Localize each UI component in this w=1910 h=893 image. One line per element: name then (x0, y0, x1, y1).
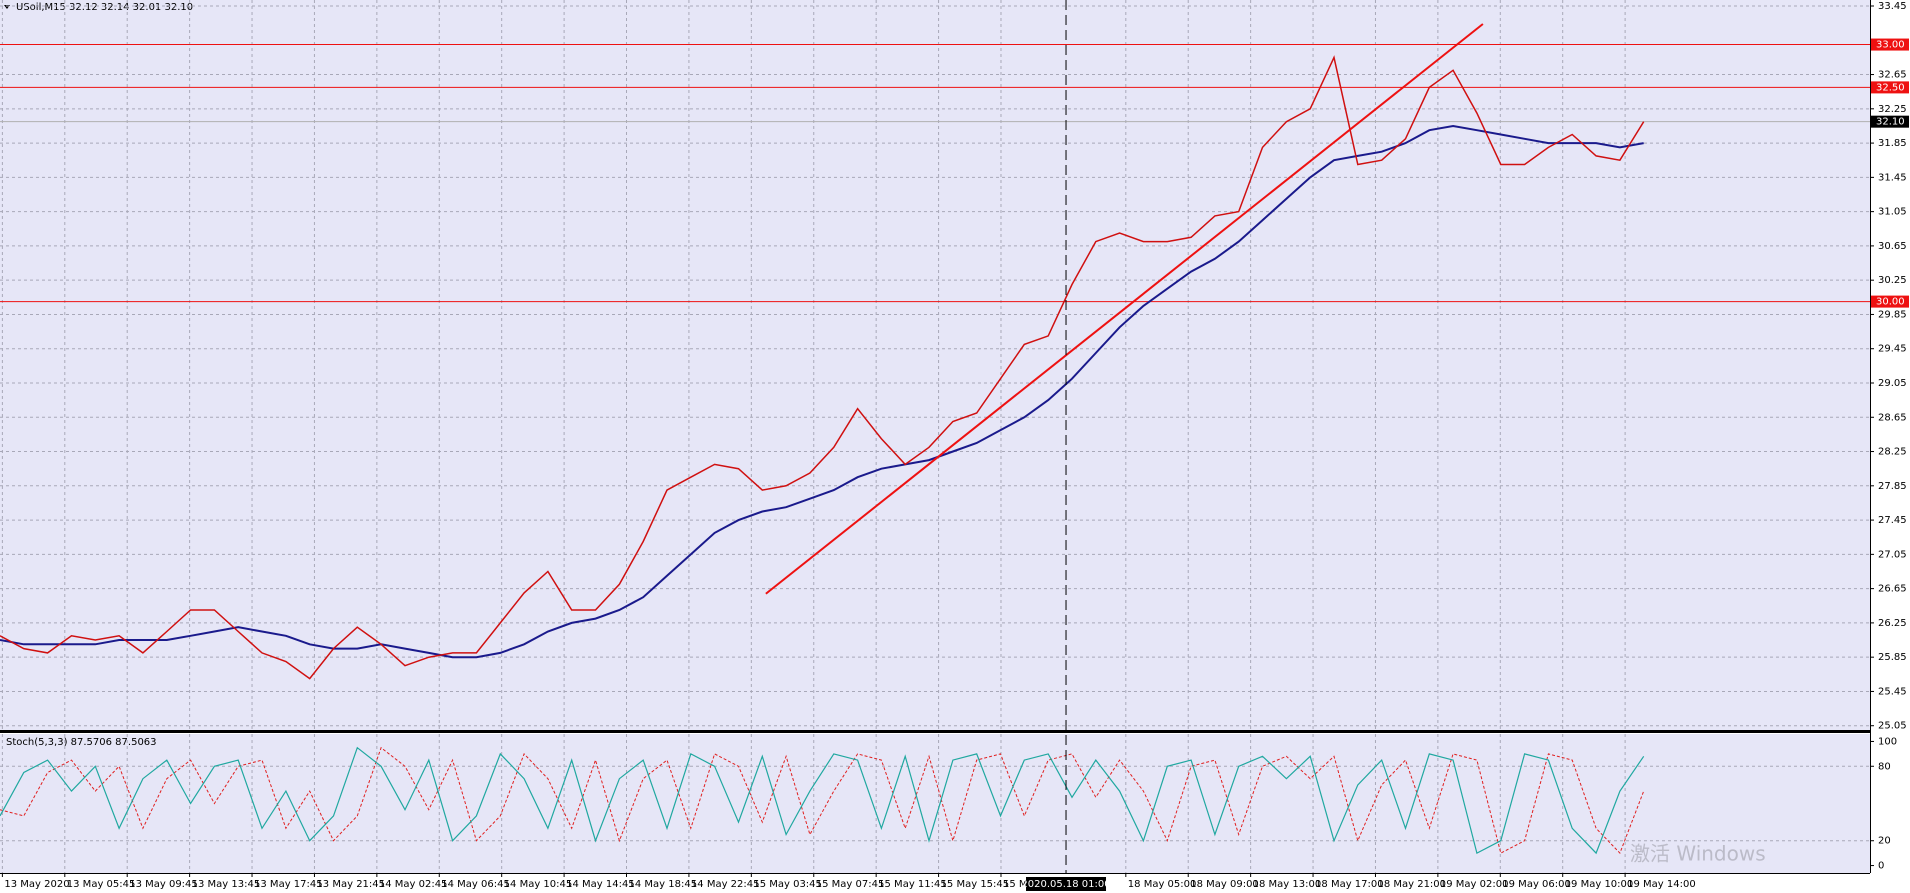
y-tick-label: 100 (1878, 736, 1897, 747)
y-tick-label: 31.05 (1878, 207, 1907, 218)
y-tick-label: 27.05 (1878, 549, 1907, 560)
x-tick-label: 14 May 06:45 (441, 879, 510, 890)
y-tick-label: 27.85 (1878, 481, 1907, 492)
y-tick-label: 20 (1878, 836, 1891, 847)
moving-average (0, 124, 1644, 659)
y-tick-label: 26.65 (1878, 584, 1907, 595)
y-tick-label: 32.25 (1878, 104, 1907, 115)
x-tick-label: 18 May 09:00 (1190, 879, 1259, 890)
y-tick-label: 29.45 (1878, 344, 1907, 355)
level-tag (1871, 38, 1909, 51)
x-tick-label: 19 May 10:00 (1565, 879, 1634, 890)
x-tick-label: 18 May 13:00 (1253, 879, 1322, 890)
x-tick-label: 15 May 11:45 (878, 879, 947, 890)
x-tick-label: 18 May 05:00 (1128, 879, 1197, 890)
x-tick-label: 13 May 05:45 (67, 879, 136, 890)
x-tick-label: 14 May 02:45 (379, 879, 448, 890)
level-label: 33.00 (1876, 40, 1905, 51)
y-tick-label: 25.85 (1878, 652, 1907, 663)
y-tick-label: 27.45 (1878, 515, 1907, 526)
y-tick-label: 33.45 (1878, 1, 1907, 12)
x-tick-label: 13 May 21:45 (316, 879, 385, 890)
x-tick-label: 14 May 22:45 (691, 879, 760, 890)
y-tick-label: 28.25 (1878, 447, 1907, 458)
level-tag (1871, 81, 1909, 94)
y-tick-label: 80 (1878, 761, 1891, 772)
y-tick-label: 25.45 (1878, 686, 1907, 697)
crosshair-label: 2020.05.18 01:00 (1021, 879, 1110, 890)
indicator-panel (0, 734, 1870, 873)
y-tick-label: 29.05 (1878, 378, 1907, 389)
y-tick-label: 28.65 (1878, 412, 1907, 423)
stoch-main (0, 746, 1645, 855)
chart-title: USoil,M15 32.12 32.14 32.01 32.10 (16, 2, 193, 13)
x-tick-label: 19 May 14:00 (1627, 879, 1696, 890)
y-tick-label: 25.05 (1878, 721, 1907, 732)
crosshair-tag (1026, 877, 1107, 891)
level-label: 30.00 (1876, 297, 1905, 308)
x-tick-label: 19 May 02:00 (1440, 879, 1509, 890)
level-label: 32.50 (1876, 82, 1905, 93)
x-tick-label: 13 May 17:45 (254, 879, 323, 890)
price-panel (0, 0, 1870, 730)
level-tag (1871, 295, 1909, 308)
x-tick-label: 18 May 17:00 (1315, 879, 1384, 890)
x-tick-label: 13 May 2020 (4, 879, 69, 890)
y-tick-label: 0 (1878, 861, 1884, 872)
y-tick-label: 32.65 (1878, 70, 1907, 81)
price-tag (1871, 115, 1909, 128)
x-tick-label: 15 Ma (1003, 879, 1034, 890)
x-tick-label: 15 May 07:45 (816, 879, 885, 890)
y-tick-label: 31.45 (1878, 172, 1907, 183)
y-tick-label: 30.25 (1878, 275, 1907, 286)
x-tick-label: 15 May 03:45 (753, 879, 822, 890)
watermark: 激活 Windows (1630, 842, 1766, 866)
current-price-label: 32.10 (1876, 117, 1905, 128)
x-tick-label: 13 May 13:45 (192, 879, 261, 890)
x-tick-label: 14 May 18:45 (629, 879, 698, 890)
x-tick-label: 13 May 09:45 (129, 879, 198, 890)
y-tick-label: 31.85 (1878, 138, 1907, 149)
stoch-signal (0, 746, 1645, 855)
price-line (0, 55, 1645, 680)
x-tick-label: 19 May 06:00 (1502, 879, 1571, 890)
trendline (765, 23, 1484, 595)
y-tick-label: 29.85 (1878, 309, 1907, 320)
x-tick-label: 14 May 14:45 (566, 879, 635, 890)
x-tick-label: 14 May 10:45 (504, 879, 573, 890)
x-tick-label: 15 May 15:45 (941, 879, 1010, 890)
x-tick-label: 18 May 21:00 (1377, 879, 1446, 890)
y-tick-label: 26.25 (1878, 618, 1907, 629)
indicator-label: Stoch(5,3,3) 87.5706 87.5063 (6, 737, 157, 748)
y-tick-label: 30.65 (1878, 241, 1907, 252)
